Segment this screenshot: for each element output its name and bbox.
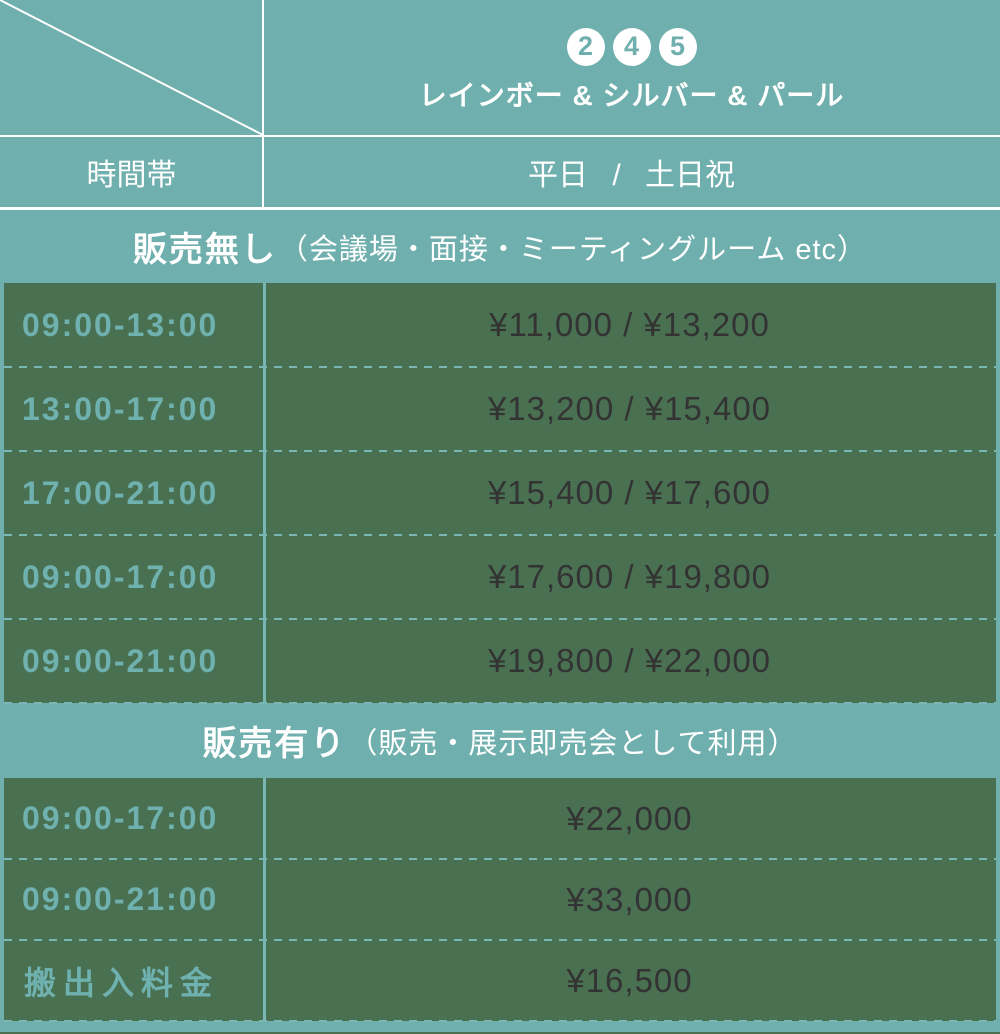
room-names-label: レインボー & シルバー & パール — [418, 79, 845, 111]
section-band-with-sales: 販売有り （販売・展示即売会として利用） — [0, 703, 1000, 778]
time-slot-label: 09:00-17:00 — [22, 558, 219, 595]
time-slot-label: 09:00-21:00 — [22, 642, 219, 679]
table-row: 09:00-21:00 ¥19,800 / ¥22,000 — [4, 619, 996, 704]
time-slot-label: 09:00-17:00 — [22, 800, 219, 836]
table-row: 09:00-21:00 ¥33,000 — [4, 859, 996, 941]
time-slot-label: 13:00-17:00 — [22, 390, 219, 427]
price-value: ¥15,400 / ¥17,600 — [487, 474, 772, 511]
time-slot-label: 09:00-13:00 — [22, 306, 219, 343]
room-number-badge: 5 — [658, 27, 697, 66]
price-value: ¥16,500 — [566, 961, 693, 999]
table-row: 09:00-13:00 ¥11,000 / ¥13,200 — [4, 283, 996, 368]
section-note: （会議場・面接・ミーティングルーム etc） — [278, 233, 868, 266]
header-columns-row: 時間帯 平日 / 土日祝 — [0, 135, 1000, 207]
time-slot-label: 17:00-21:00 — [22, 474, 219, 511]
table-row: 17:00-21:00 ¥15,400 / ¥17,600 — [4, 451, 996, 536]
table-row: 09:00-17:00 ¥17,600 / ¥19,800 — [4, 535, 996, 620]
header-corner-cell — [0, 0, 263, 135]
price-value: ¥33,000 — [566, 880, 693, 918]
room-number-badge: 4 — [612, 27, 651, 66]
time-column-header: 時間帯 — [86, 159, 177, 192]
header-room-row: 2 4 5 レインボー & シルバー & パール — [0, 0, 1000, 135]
section-note: （販売・展示即売会として利用） — [348, 727, 798, 760]
bottom-edge-line — [0, 1032, 1000, 1034]
table-row: 09:00-17:00 ¥22,000 — [4, 778, 996, 860]
price-value: ¥19,800 / ¥22,000 — [487, 642, 772, 679]
section-title: 販売有り — [202, 725, 347, 763]
no-sales-price-rows: 09:00-13:00 ¥11,000 / ¥13,200 13:00-17:0… — [0, 283, 1000, 704]
price-value: ¥17,600 / ¥19,800 — [487, 558, 772, 595]
table-row: 13:00-17:00 ¥13,200 / ¥15,400 — [4, 367, 996, 452]
section-title: 販売無し — [132, 231, 277, 269]
price-value: ¥13,200 / ¥15,400 — [487, 390, 772, 427]
header-column-divider — [262, 0, 264, 207]
table-header: 2 4 5 レインボー & シルバー & パール 時間帯 平日 / 土日祝 — [0, 0, 1000, 207]
header-room-cell: 2 4 5 レインボー & シルバー & パール — [263, 0, 1000, 135]
bottom-accent-bar — [0, 1021, 1000, 1032]
room-number-badges: 2 4 5 — [566, 27, 697, 66]
header-separator — [0, 207, 1000, 210]
price-value: ¥22,000 — [566, 799, 693, 837]
table-row: 搬出入料金 ¥16,500 — [4, 940, 996, 1022]
price-column-header: 平日 / 土日祝 — [527, 159, 735, 192]
section-band-no-sales: 販売無し （会議場・面接・ミーティングルーム etc） — [0, 210, 1000, 283]
diagonal-line-icon — [0, 0, 263, 135]
time-slot-label: 09:00-21:00 — [22, 881, 219, 917]
column-divider — [263, 778, 266, 1021]
column-divider — [263, 283, 266, 703]
with-sales-price-rows: 09:00-17:00 ¥22,000 09:00-21:00 ¥33,000 … — [0, 778, 1000, 1022]
price-value: ¥11,000 / ¥13,200 — [489, 306, 770, 343]
load-in-out-fee-label: 搬出入料金 — [24, 964, 220, 1001]
room-number-badge: 2 — [566, 27, 605, 66]
